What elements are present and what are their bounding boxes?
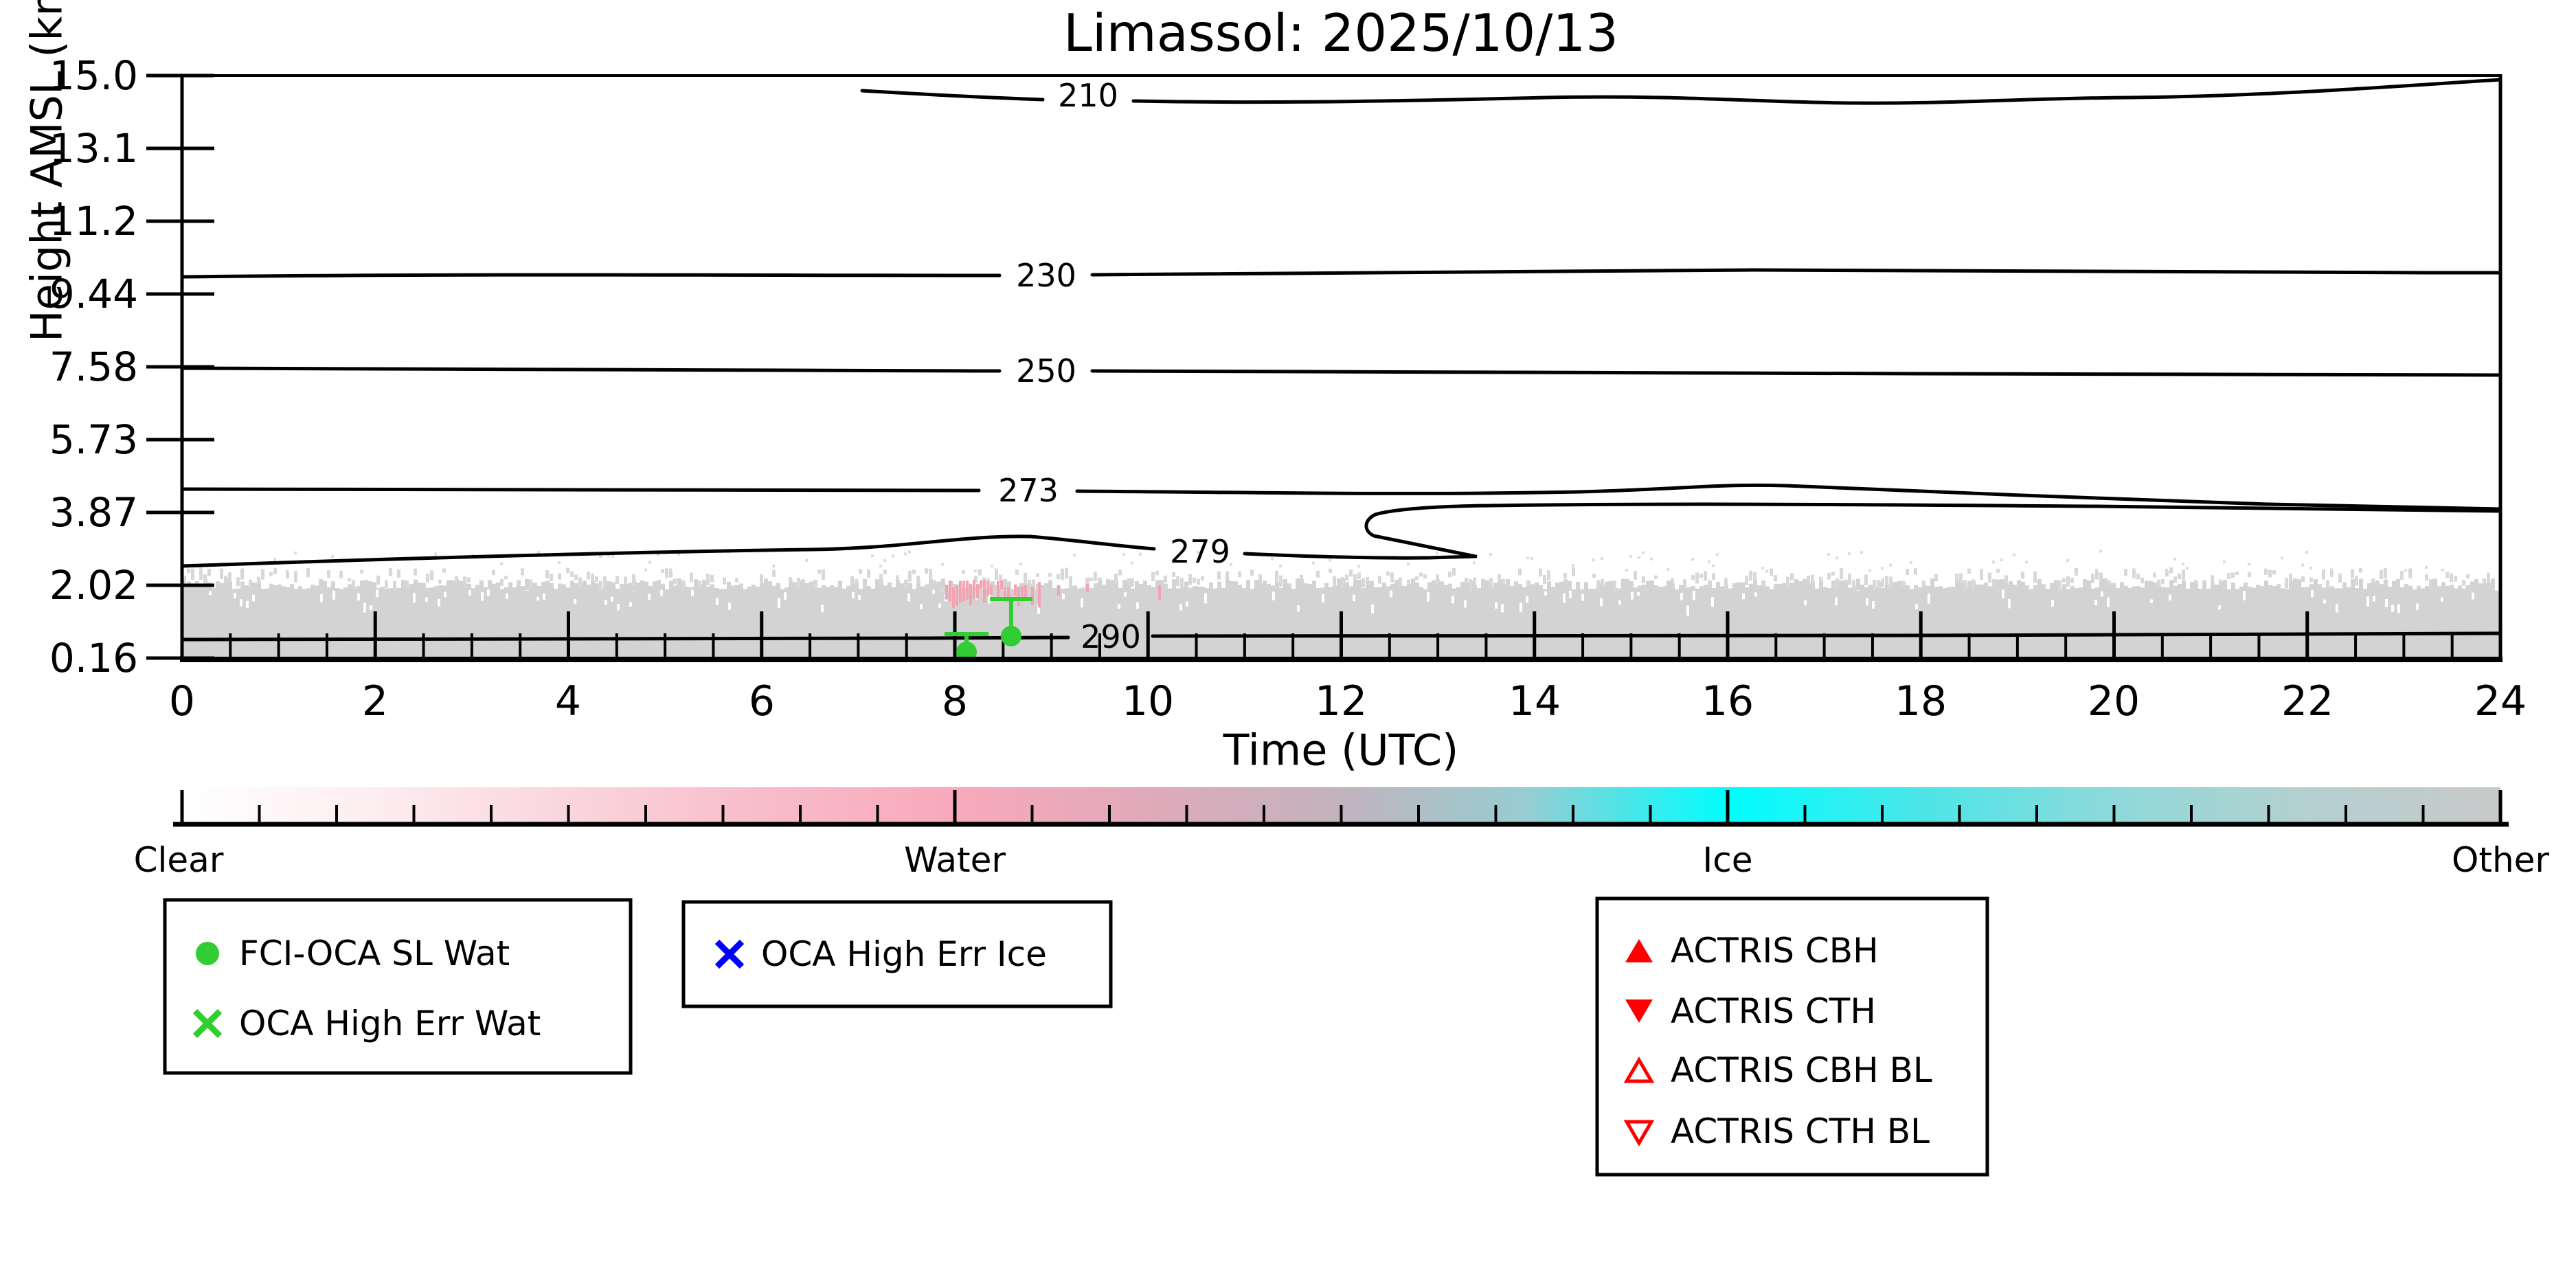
contour-210-right [1131,78,2502,105]
red-triangle-up-filled-marker [1625,939,1653,962]
x-tick-2: 2 [361,677,389,725]
contour-230-left [180,273,1002,279]
red-triangle-down-open-marker [1623,1120,1655,1146]
x-tick-6: 6 [748,677,776,725]
contour-210-left [860,89,1045,102]
contour-label-210: 210 [1058,77,1118,114]
contour-230-right [1090,268,2502,277]
axes-spines [180,74,2502,662]
contour-250-left [180,366,1002,373]
legend-item-oca-high-err-wat: OCA High Err Wat [239,1004,541,1043]
colorbar-label-water: Water [904,840,1006,880]
x-tick-0: 0 [168,677,196,725]
data-point-0836utc [1001,626,1021,646]
contour-273-right [1075,483,2502,511]
water-class-speckles [945,579,1161,609]
contour-279-right [1243,502,2502,560]
fci-oca-sl-wat-points [945,597,1032,662]
x-tick-24: 24 [2474,677,2527,725]
y-tick-0.16: 0.16 [49,635,138,681]
contour-250-right [1090,369,2502,377]
y-tick-3.87: 3.87 [49,489,138,536]
contour-label-250: 250 [1016,352,1076,389]
contour-label-290: 290 [1081,618,1141,655]
green-circle-marker [196,942,219,965]
x-tick-12: 12 [1314,677,1368,725]
colorbar-label-other: Other [2452,840,2549,880]
y-tick-13.1: 13.1 [49,125,138,172]
legend-item-actris-cbh-bl: ACTRIS CBH BL [1671,1050,1932,1090]
x-tick-20: 20 [2087,677,2140,725]
legend-box-water [163,898,633,1075]
legend-item-actris-cth-bl: ACTRIS CTH BL [1671,1111,1930,1151]
y-tick-7.58: 7.58 [49,343,138,390]
legend-item-actris-cbh: ACTRIS CBH [1671,931,1879,971]
x-tick-10: 10 [1121,677,1175,725]
legend-box-ice [681,900,1113,1008]
y-tick-11.2: 11.2 [49,198,138,245]
x-axis-label: Time (UTC) [1223,725,1459,776]
contour-279-left [180,534,1156,568]
legend-item-oca-high-err-ice: OCA High Err Ice [761,934,1047,974]
contour-label-279: 279 [1170,533,1230,570]
x-tick-14: 14 [1508,677,1561,725]
x-axis-ticks [180,611,2502,659]
y-tick-9.44: 9.44 [49,271,138,317]
y-tick-5.73: 5.73 [49,416,138,463]
red-triangle-down-filled-marker [1625,999,1653,1023]
x-tick-18: 18 [1894,677,1947,725]
legend-markers [192,939,1655,1146]
legend-item-fci-oca-sl-wat: FCI-OCA SL Wat [239,934,510,973]
y-tick-15.0: 15.0 [49,52,138,99]
page-title: Limassol: 2025/10/13 [1063,3,1618,63]
x-tick-22: 22 [2281,677,2334,725]
x-tick-4: 4 [554,677,582,725]
contour-label-273: 273 [998,472,1059,509]
legend-item-actris-cth: ACTRIS CTH [1671,991,1876,1031]
contour-290-right [1151,631,2502,638]
legend-frames [163,896,1989,1177]
contour-label-230: 230 [1016,257,1076,294]
colorbar-ticks [180,790,2502,824]
green-x-marker [192,1008,223,1039]
y-tick-2.02: 2.02 [49,562,138,609]
temperature-contours [180,78,2502,642]
contour-290-left [180,635,1070,642]
x-tick-8: 8 [941,677,969,725]
colorbar-label-ice: Ice [1702,840,1753,880]
colorbar-label-clear: Clear [133,840,224,880]
x-tick-16: 16 [1701,677,1754,725]
blue-x-marker [714,939,745,969]
contour-273-left [180,487,981,493]
red-triangle-up-open-marker [1623,1057,1655,1083]
legend-box-actris [1595,896,1989,1177]
